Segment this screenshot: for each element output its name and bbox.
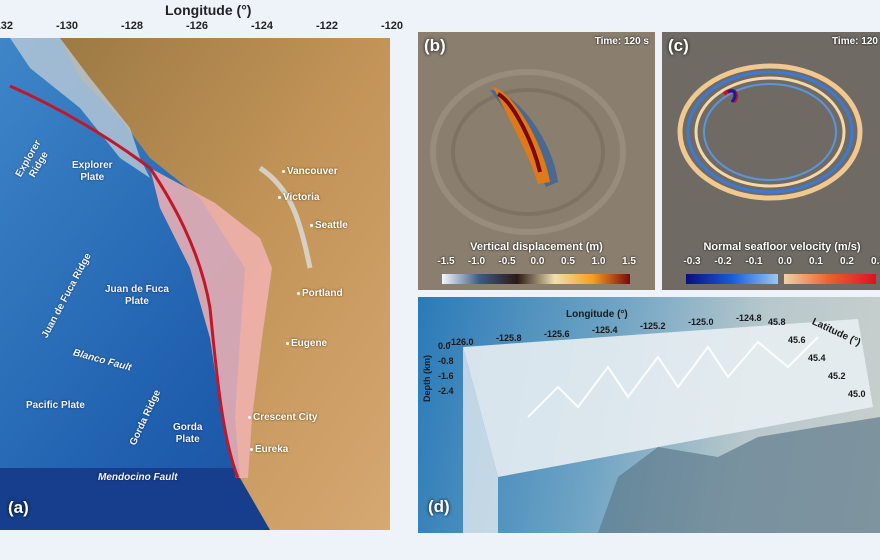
longitude-tick-3d: -125.0: [688, 317, 714, 327]
city-label: Eureka: [250, 444, 288, 455]
longitude-tick-3d: -125.6: [544, 329, 570, 339]
colorbar-tick: -0.5: [498, 256, 516, 267]
depth-tick: -2.4: [438, 386, 454, 396]
depth-tick: 0.0: [438, 341, 451, 351]
longitude-tick: -124: [250, 20, 274, 32]
longitude-tick: -126: [185, 20, 209, 32]
colorbar-title: Normal seafloor velocity (m/s): [703, 241, 861, 253]
colorbar-tick: 0.5: [561, 256, 575, 267]
velocity-colorbar: [686, 274, 876, 284]
bathymetry-3d-graphic: [463, 319, 880, 533]
colorbar-tick: 0.2: [840, 256, 854, 267]
city-label: Crescent City: [248, 412, 317, 423]
panel-b-displacement: (b) Time: 120 s Vertical displacement (m…: [418, 32, 655, 290]
city-label: Eugene: [286, 338, 327, 349]
panel-d-tag: (d): [428, 497, 450, 516]
gorda-plate-label: Gorda Plate: [173, 422, 203, 445]
displacement-graphic: [430, 69, 626, 235]
cascadia-map: [0, 38, 390, 530]
depth-tick: -0.8: [438, 356, 454, 366]
depth-title: Depth (km): [422, 355, 432, 402]
latitude-tick-3d: 45.0: [848, 389, 866, 399]
panel-b-tag: (b): [424, 36, 446, 55]
longitude-tick-3d: -125.2: [640, 321, 666, 331]
velocity-graphic: [677, 63, 863, 201]
colorbar-title: Vertical displacement (m): [470, 241, 603, 253]
depth-tick: -1.6: [438, 371, 454, 381]
colorbar-tick: 1.0: [591, 256, 606, 267]
time-label: Time: 120: [832, 36, 878, 47]
colorbar-tick: -1.5: [437, 256, 455, 267]
time-label: Time: 120 s: [594, 36, 649, 47]
city-label: Seattle: [310, 220, 348, 231]
displacement-colorbar: [442, 274, 630, 284]
map-graphic: [0, 38, 390, 530]
longitude-tick-3d: -125.4: [592, 325, 618, 335]
colorbar-tick: -0.3: [683, 256, 701, 267]
longitude-tick: -122: [315, 20, 339, 32]
colorbar-tick: 0.1: [809, 256, 823, 267]
longitude-tick: -130: [55, 20, 79, 32]
latitude-tick-3d: 45.8: [768, 317, 786, 327]
city-label: Portland: [297, 288, 343, 299]
colorbar-tick: -0.1: [745, 256, 763, 267]
longitude-tick: -128: [120, 20, 144, 32]
colorbar-tick: -1.0: [467, 256, 486, 267]
latitude-tick-3d: 45.6: [788, 335, 806, 345]
cascadia-trench: [9, 84, 240, 479]
panel-a-tag: (a): [8, 498, 29, 517]
longitude-axis-title: Longitude (°): [165, 2, 252, 18]
longitude-title-3d: Longitude (°): [566, 309, 628, 320]
pacific-plate-label: Pacific Plate: [26, 400, 85, 411]
panel-d-3d-bathymetry: Longitude (°) -126.0 -125.8 -125.6 -125.4 -1…: [418, 297, 880, 533]
longitude-tick-3d: -125.8: [496, 333, 522, 343]
juan-de-fuca-plate-label: Juan de Fuca Plate: [105, 284, 169, 307]
colorbar-tick: 1.5: [622, 256, 636, 267]
colorbar-tick: 0.0: [778, 256, 792, 267]
latitude-tick-3d: 45.4: [808, 353, 826, 363]
longitude-tick: -120: [380, 20, 404, 32]
colorbar-tick: -0.2: [714, 256, 732, 267]
explorer-plate-label: Explorer Plate: [72, 160, 113, 183]
panel-c-tag: (c): [668, 36, 689, 55]
longitude-tick: -132: [0, 20, 14, 32]
longitude-tick-3d: -126.0: [448, 337, 474, 347]
latitude-tick-3d: 45.2: [828, 371, 846, 381]
city-label: Vancouver: [282, 166, 338, 177]
city-label: Victoria: [278, 192, 320, 203]
colorbar-tick: 0.3: [871, 256, 880, 267]
panel-c-velocity: (c) Time: 120 Normal seafloor velocity (…: [662, 32, 880, 290]
mendocino-fault-label: Mendocino Fault: [98, 472, 178, 483]
longitude-tick-3d: -124.8: [736, 313, 762, 323]
colorbar-tick: 0.0: [530, 256, 545, 267]
